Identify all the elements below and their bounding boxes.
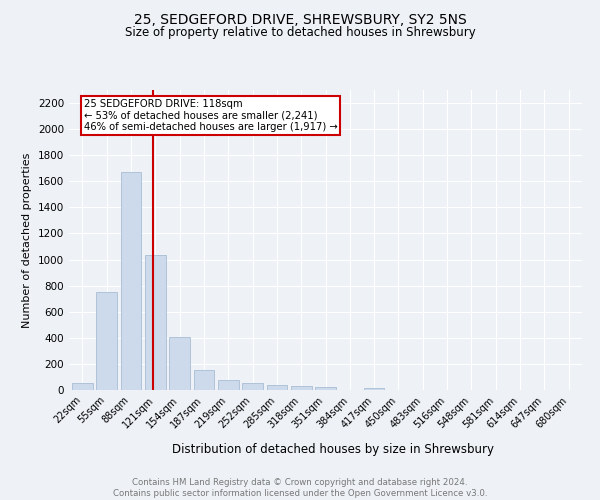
Bar [218, 380, 239, 390]
Y-axis label: Number of detached properties: Number of detached properties [22, 152, 32, 328]
Bar [291, 386, 311, 390]
Bar [364, 388, 385, 390]
Bar [72, 384, 93, 390]
Bar [315, 388, 336, 390]
Bar [97, 292, 117, 390]
Text: Contains HM Land Registry data © Crown copyright and database right 2024.
Contai: Contains HM Land Registry data © Crown c… [113, 478, 487, 498]
Bar [242, 384, 263, 390]
Text: Size of property relative to detached houses in Shrewsbury: Size of property relative to detached ho… [125, 26, 475, 39]
Bar [169, 337, 190, 390]
Text: 25 SEDGEFORD DRIVE: 118sqm
← 53% of detached houses are smaller (2,241)
46% of s: 25 SEDGEFORD DRIVE: 118sqm ← 53% of deta… [83, 99, 337, 132]
Text: Distribution of detached houses by size in Shrewsbury: Distribution of detached houses by size … [172, 442, 494, 456]
Bar [266, 385, 287, 390]
Bar [194, 370, 214, 390]
Text: 25, SEDGEFORD DRIVE, SHREWSBURY, SY2 5NS: 25, SEDGEFORD DRIVE, SHREWSBURY, SY2 5NS [134, 12, 466, 26]
Bar [145, 255, 166, 390]
Bar [121, 172, 142, 390]
